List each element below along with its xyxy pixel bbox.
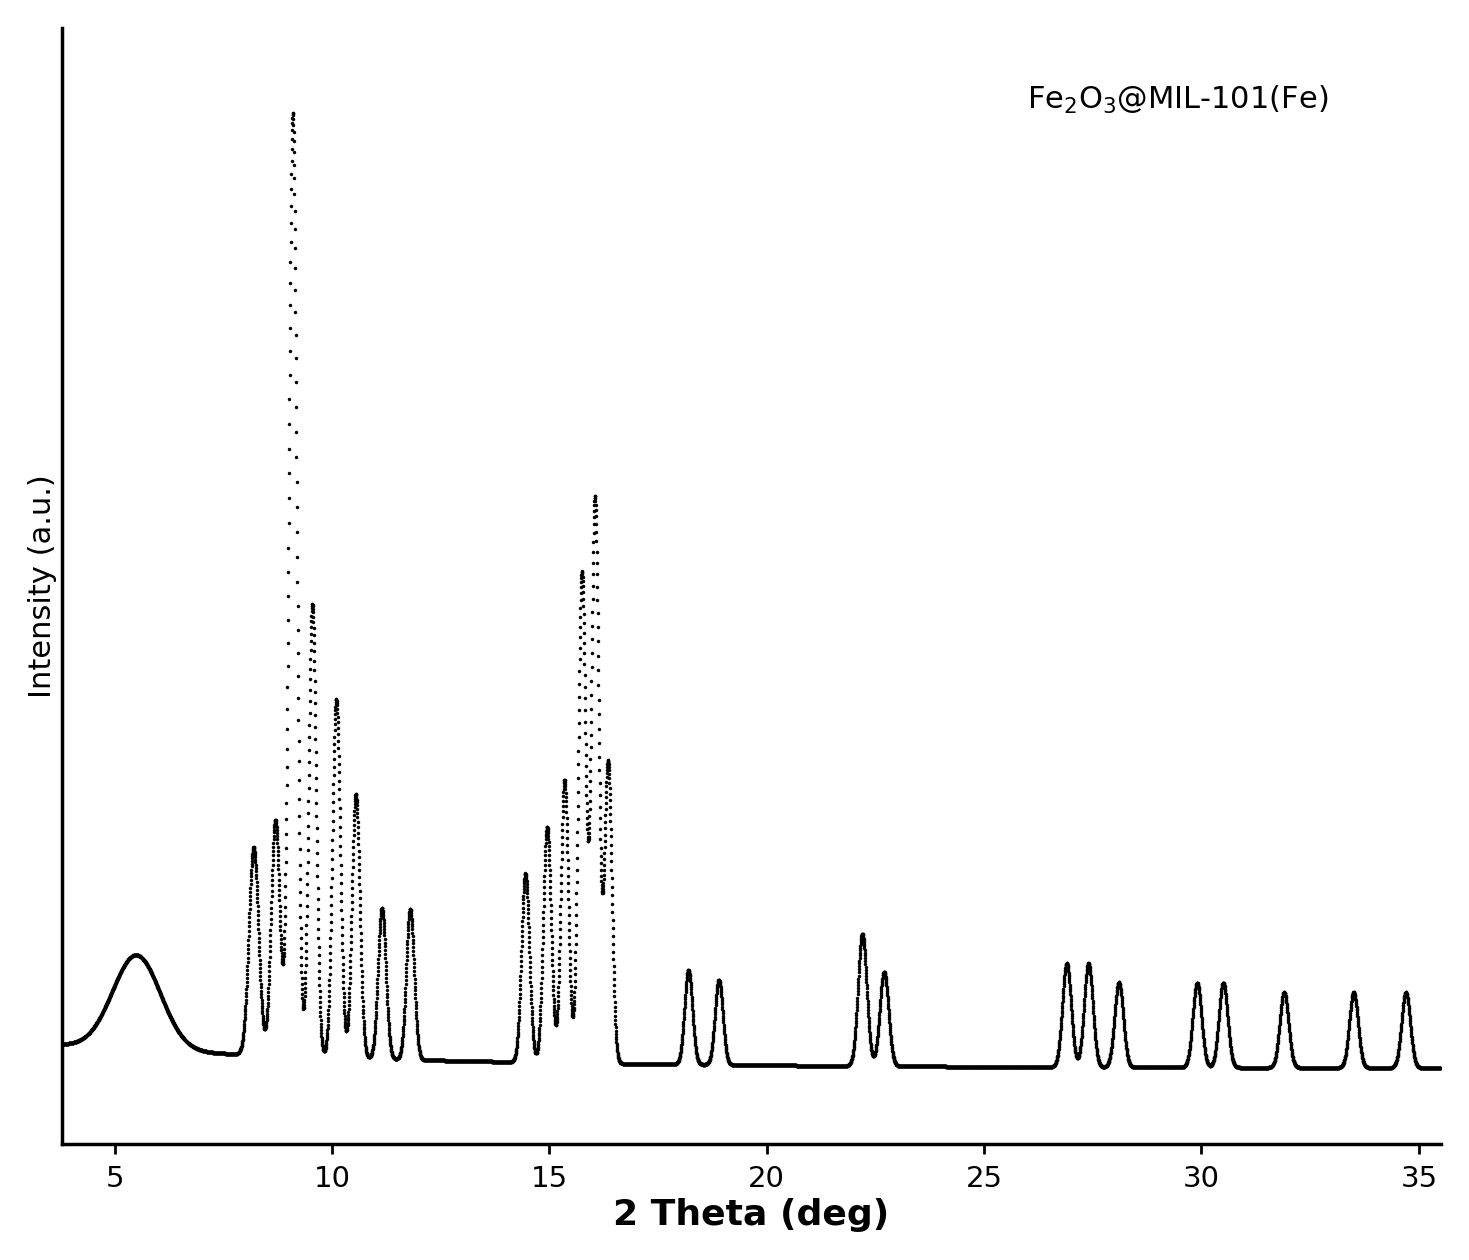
Y-axis label: Intensity (a.u.): Intensity (a.u.): [28, 474, 57, 698]
X-axis label: 2 Theta (deg): 2 Theta (deg): [614, 1198, 890, 1232]
Text: Fe$_2$O$_3$@MIL-101(Fe): Fe$_2$O$_3$@MIL-101(Fe): [1027, 83, 1328, 116]
